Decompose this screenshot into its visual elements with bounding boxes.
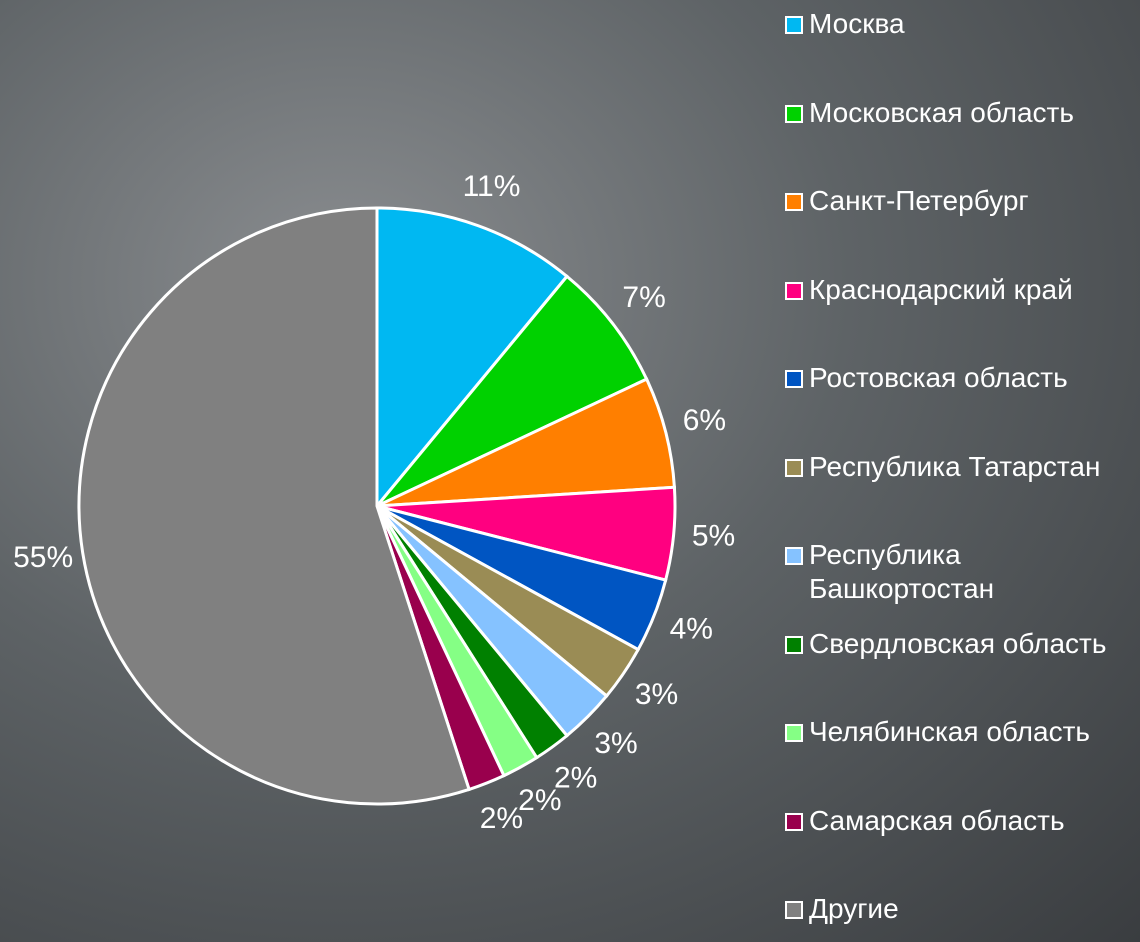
legend-label: Челябинская область: [809, 715, 1090, 749]
data-label: 3%: [594, 727, 637, 760]
legend-item: Самарская область: [785, 804, 1130, 838]
legend-label: Ростовская область: [809, 361, 1068, 395]
data-label: 2%: [480, 802, 523, 835]
legend-item: Республика Татарстан: [785, 450, 1130, 484]
legend-swatch: [785, 547, 803, 565]
data-label: 6%: [683, 404, 726, 437]
legend-swatch: [785, 193, 803, 211]
legend-item: Свердловская область: [785, 627, 1130, 661]
legend-swatch: [785, 636, 803, 654]
legend-item: Москва: [785, 7, 1130, 41]
data-label: 7%: [622, 281, 665, 314]
legend-label: Санкт-Петербург: [809, 184, 1029, 218]
data-label: 5%: [692, 520, 735, 553]
legend-swatch: [785, 459, 803, 477]
legend-swatch: [785, 370, 803, 388]
data-label: 55%: [13, 541, 73, 574]
legend-swatch: [785, 724, 803, 742]
data-label: 3%: [635, 678, 678, 711]
data-label: 4%: [670, 612, 713, 645]
legend-swatch: [785, 813, 803, 831]
legend-swatch: [785, 105, 803, 123]
data-label: 2%: [518, 784, 561, 817]
legend-item: Краснодарский край: [785, 273, 1130, 307]
legend-item: Другие: [785, 892, 1130, 926]
legend-swatch: [785, 282, 803, 300]
legend-label: Республика Татарстан: [809, 450, 1100, 484]
legend-label: Москва: [809, 7, 905, 41]
legend-item: Челябинская область: [785, 715, 1130, 749]
legend-label: Другие: [809, 892, 899, 926]
legend-item: Санкт-Петербург: [785, 184, 1130, 218]
legend-swatch: [785, 16, 803, 34]
legend-label: Московская область: [809, 96, 1074, 130]
legend-label: Республика Башкортостан: [809, 538, 1130, 606]
legend-swatch: [785, 901, 803, 919]
page: 11%7%6%5%4%3%3%2%2%2%55% МоскваМосковска…: [0, 0, 1140, 942]
legend-item: Ростовская область: [785, 361, 1130, 395]
legend-item: Московская область: [785, 96, 1130, 130]
legend-label: Свердловская область: [809, 627, 1106, 661]
legend-item: Республика Башкортостан: [785, 538, 1130, 606]
legend-label: Самарская область: [809, 804, 1065, 838]
data-label: 11%: [463, 170, 521, 203]
legend-label: Краснодарский край: [809, 273, 1073, 307]
